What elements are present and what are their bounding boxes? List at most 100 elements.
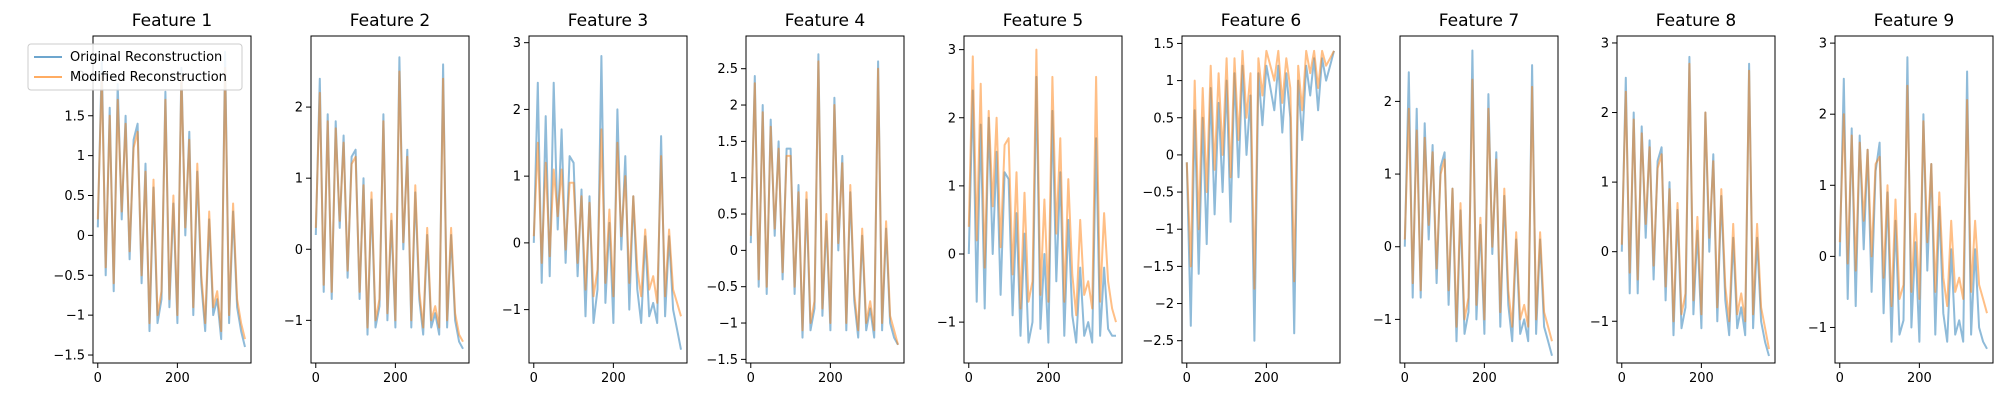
y-tick-label: 3: [1819, 37, 1827, 52]
panel-title: Feature 9: [1874, 11, 1954, 31]
x-tick-label: 0: [1401, 371, 1409, 386]
y-tick-label: 0.5: [64, 189, 85, 204]
plot-frame: [92, 35, 252, 364]
y-tick-label: −1.5: [706, 353, 738, 368]
x-tick-label: 0: [1618, 371, 1626, 386]
panel-2: Feature 2 0 200 −1 0 1 2: [284, 11, 470, 386]
y-tick-label: 0.5: [717, 208, 738, 223]
x-tick-label: 200: [601, 371, 626, 386]
y-tick-label: 1.5: [64, 109, 85, 124]
y-tick-label: 1.5: [1153, 37, 1174, 52]
y-tick-label: 2: [730, 99, 738, 114]
panel-6: Feature 6 0 200 −2.5 −2 −1.5 −1 −0.5 0 0.5 1 1.5: [1142, 11, 1341, 386]
series-line-modified: [96, 66, 246, 340]
y-tick-label: 1: [1601, 176, 1609, 191]
y-tick-label: −1.5: [1142, 260, 1174, 275]
y-tick-label: −1: [937, 316, 956, 331]
x-tick-label: 0: [1836, 371, 1844, 386]
y-tick-label: −1: [1373, 313, 1392, 328]
y-tick-label: 0: [1819, 250, 1827, 265]
panel-5: Feature 5 0 200 −1 0 1 2 3: [937, 11, 1123, 386]
x-tick-label: 200: [1907, 371, 1932, 386]
y-tick-label: −1: [502, 303, 521, 318]
x-tick-label: 0: [965, 371, 973, 386]
y-tick-label: 0: [77, 229, 85, 244]
y-tick-label: −2: [1155, 297, 1174, 312]
legend: Original Reconstruction Modified Reconst…: [27, 43, 243, 91]
plot-frame: [1399, 35, 1559, 364]
x-tick-label: 200: [383, 371, 408, 386]
y-tick-label: 1.5: [717, 135, 738, 150]
series-line-modified: [1620, 62, 1770, 350]
y-tick-label: 3: [513, 36, 521, 51]
y-tick-label: 0: [1384, 240, 1392, 255]
panel-title: Feature 5: [1003, 11, 1083, 31]
panel-title: Feature 4: [785, 11, 865, 31]
y-tick-label: 2: [513, 103, 521, 118]
legend-label-modified: Modified Reconstruction: [70, 70, 227, 85]
y-tick-label: 2: [295, 101, 303, 116]
series-line-modified: [1838, 84, 1988, 314]
y-tick-label: 1: [1819, 179, 1827, 194]
y-tick-label: 1: [513, 170, 521, 185]
y-tick-label: 1: [730, 171, 738, 186]
panel-8: Feature 8 0 200 −1 0 1 2 3: [1590, 11, 1776, 386]
y-tick-label: 0: [948, 248, 956, 263]
x-tick-label: 0: [312, 371, 320, 386]
plot-frame: [310, 35, 470, 364]
y-tick-label: −1: [66, 309, 85, 324]
y-tick-label: 0: [1166, 148, 1174, 163]
y-tick-label: −1: [719, 317, 738, 332]
y-tick-label: 0: [730, 244, 738, 259]
plot-frame: [1834, 35, 1994, 364]
x-tick-label: 200: [165, 371, 190, 386]
series-line-modified: [1403, 78, 1553, 342]
x-tick-label: 200: [1472, 371, 1497, 386]
x-tick-label: 200: [1036, 371, 1061, 386]
panel-9: Feature 9 0 200 −1 0 1 2 3: [1808, 11, 1994, 386]
panel-title: Feature 7: [1439, 11, 1519, 31]
panel-3: Feature 3 0 200 −1 0 1 2 3: [502, 11, 688, 386]
plot-frame: [1181, 35, 1341, 364]
plot-frame: [745, 35, 905, 364]
x-tick-label: 0: [94, 371, 102, 386]
x-tick-label: 0: [530, 371, 538, 386]
panel-title: Feature 1: [132, 11, 212, 31]
y-tick-label: 0.5: [1153, 111, 1174, 126]
y-tick-label: −1: [1808, 321, 1827, 336]
x-tick-label: 0: [1183, 371, 1191, 386]
x-tick-label: 0: [747, 371, 755, 386]
y-tick-label: 2: [948, 111, 956, 126]
panel-title: Feature 8: [1656, 11, 1736, 31]
y-tick-label: 0: [1601, 245, 1609, 260]
panel-4: Feature 4 0 200 −1.5 −1 −0.5 0 0.5 1 1.5 2 2.5: [706, 11, 905, 386]
y-tick-label: −2.5: [1142, 334, 1174, 349]
y-tick-label: 2: [1601, 106, 1609, 121]
y-tick-label: −1: [1590, 315, 1609, 330]
panel-title: Feature 3: [568, 11, 648, 31]
y-tick-label: 2: [1384, 95, 1392, 110]
series-line-original: [967, 75, 1116, 344]
y-tick-label: −1.5: [53, 349, 85, 364]
y-tick-label: −0.5: [1142, 186, 1174, 201]
y-tick-label: 1: [77, 149, 85, 164]
panel-title: Feature 6: [1221, 11, 1301, 31]
series-line-modified: [749, 60, 899, 346]
legend-box: [27, 43, 243, 91]
y-tick-label: 3: [948, 43, 956, 58]
plot-frame: [528, 35, 688, 364]
y-tick-label: 1: [295, 172, 303, 187]
series-line-modified: [532, 128, 682, 317]
x-tick-label: 200: [1689, 371, 1714, 386]
plot-frame: [1616, 35, 1776, 364]
panels: Feature 10200−1.5−1−0.500.511.52Feature …: [53, 11, 1994, 386]
x-tick-label: 200: [818, 371, 843, 386]
y-tick-label: −1: [284, 314, 303, 329]
y-tick-label: −0.5: [53, 269, 85, 284]
plot-frame: [963, 35, 1123, 364]
y-tick-label: −0.5: [706, 280, 738, 295]
y-tick-label: 1: [1166, 74, 1174, 89]
y-tick-label: 1: [948, 179, 956, 194]
series-line-modified: [314, 70, 464, 343]
